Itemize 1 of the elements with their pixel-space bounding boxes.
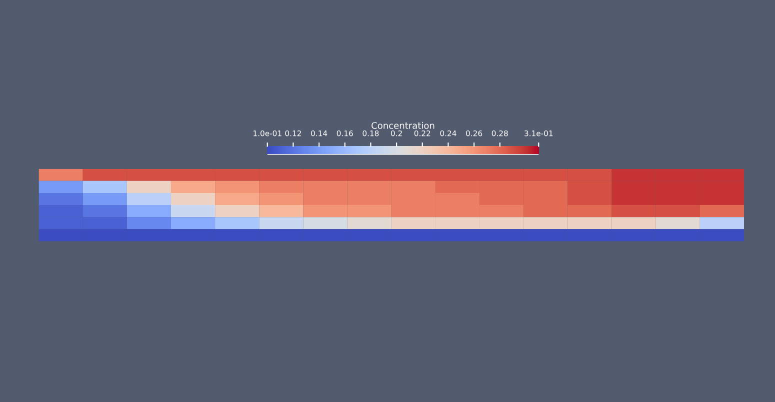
color-bar-title: Concentration	[372, 122, 434, 129]
